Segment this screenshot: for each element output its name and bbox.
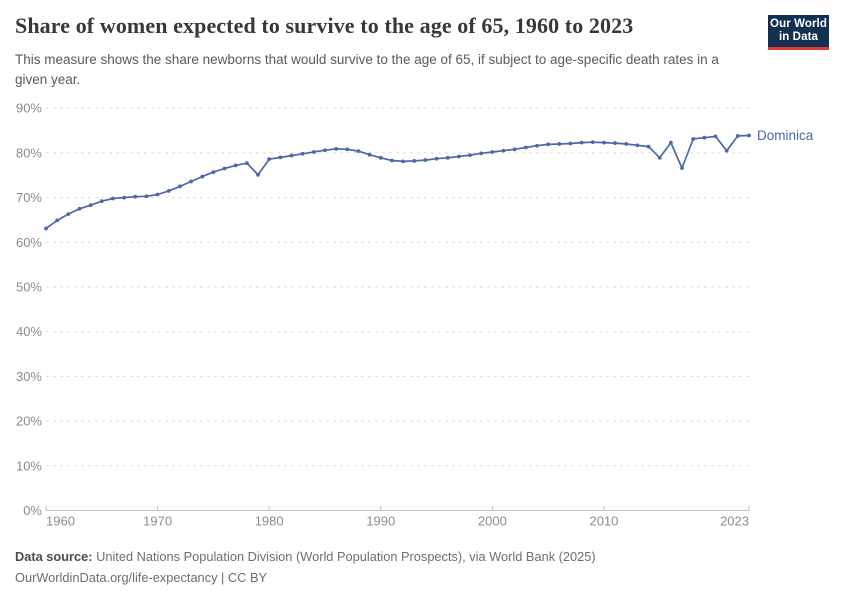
data-point[interactable]: [267, 157, 272, 162]
y-tick-label: 40%: [16, 324, 42, 339]
data-point[interactable]: [278, 155, 283, 160]
x-tick-label: 1960: [46, 514, 75, 529]
data-point[interactable]: [501, 148, 506, 153]
data-point[interactable]: [244, 161, 249, 166]
data-point[interactable]: [334, 146, 339, 151]
data-point[interactable]: [44, 226, 48, 231]
data-point[interactable]: [256, 172, 260, 177]
data-point[interactable]: [624, 142, 629, 146]
data-point[interactable]: [166, 188, 171, 193]
data-point[interactable]: [222, 166, 227, 171]
data-point[interactable]: [423, 158, 428, 162]
data-point[interactable]: [568, 141, 573, 146]
data-point[interactable]: [468, 153, 472, 158]
y-tick-label: 0%: [23, 503, 42, 518]
data-point[interactable]: [155, 192, 160, 197]
data-point[interactable]: [747, 133, 751, 138]
data-point[interactable]: [111, 196, 115, 201]
data-point[interactable]: [735, 134, 740, 138]
data-point[interactable]: [668, 140, 673, 145]
data-point[interactable]: [122, 195, 127, 200]
data-point[interactable]: [657, 155, 662, 160]
data-point[interactable]: [523, 145, 528, 150]
data-point[interactable]: [200, 174, 205, 179]
data-point[interactable]: [546, 142, 551, 147]
x-tick-label: 1980: [255, 514, 284, 529]
license-text: CC BY: [227, 570, 268, 585]
y-tick-label: 20%: [16, 414, 42, 429]
data-point[interactable]: [724, 148, 729, 153]
data-point[interactable]: [133, 194, 138, 199]
data-point[interactable]: [211, 170, 216, 175]
data-point[interactable]: [557, 142, 562, 146]
data-point[interactable]: [77, 206, 82, 211]
footer-link[interactable]: OurWorldinData.org/life-expectancy: [15, 570, 218, 585]
y-tick-label: 10%: [16, 458, 42, 473]
data-point[interactable]: [635, 143, 640, 148]
data-point[interactable]: [412, 159, 417, 163]
data-point[interactable]: [55, 218, 60, 223]
data-source-line: Data source: United Nations Population D…: [15, 546, 835, 567]
footer: Data source: United Nations Population D…: [15, 546, 835, 588]
data-point[interactable]: [356, 149, 361, 154]
data-point[interactable]: [434, 156, 439, 161]
data-point[interactable]: [479, 151, 484, 156]
page-subtitle: This measure shows the share newborns th…: [15, 52, 719, 87]
data-point[interactable]: [646, 144, 651, 149]
data-point[interactable]: [233, 163, 238, 168]
data-source-text: United Nations Population Division (Worl…: [92, 549, 596, 564]
data-point[interactable]: [512, 147, 517, 152]
data-point[interactable]: [289, 153, 294, 158]
data-point[interactable]: [613, 141, 617, 145]
data-point[interactable]: [680, 166, 684, 170]
x-tick-label: 2000: [478, 514, 507, 529]
data-point[interactable]: [99, 199, 104, 204]
data-point[interactable]: [590, 140, 595, 145]
y-tick-label: 70%: [16, 190, 42, 205]
data-point[interactable]: [691, 137, 696, 141]
x-tick-label: 2023: [720, 514, 749, 529]
data-point[interactable]: [602, 140, 606, 145]
x-tick-label: 1970: [143, 514, 172, 529]
data-source-label: Data source:: [15, 549, 93, 564]
x-tick-label: 2010: [589, 514, 618, 529]
data-point[interactable]: [367, 152, 372, 157]
y-tick-label: 30%: [16, 369, 42, 384]
data-point[interactable]: [311, 150, 316, 154]
data-point[interactable]: [713, 134, 718, 139]
data-point[interactable]: [378, 155, 383, 160]
data-point[interactable]: [66, 212, 71, 217]
data-point[interactable]: [445, 155, 450, 160]
data-point[interactable]: [535, 143, 539, 148]
logo-line-2: in Data: [778, 31, 819, 43]
footer-license-line: OurWorldinData.org/life-expectancy | CC …: [15, 567, 835, 588]
data-series-line: [45, 134, 750, 230]
y-tick-label: 90%: [16, 101, 42, 116]
data-point[interactable]: [401, 159, 405, 164]
logo-line-1: Our World: [770, 17, 827, 30]
data-point[interactable]: [144, 194, 149, 199]
data-point[interactable]: [189, 179, 193, 184]
x-tick-label: 1990: [366, 514, 395, 529]
data-point[interactable]: [178, 184, 182, 189]
data-point[interactable]: [300, 151, 305, 156]
page-title: Share of women expected to survive to th…: [15, 13, 634, 38]
footer-separator: |: [217, 570, 228, 585]
data-point[interactable]: [579, 140, 584, 145]
series-label-dominica[interactable]: Dominica: [757, 128, 814, 143]
data-point[interactable]: [456, 154, 461, 159]
data-point[interactable]: [490, 150, 495, 154]
y-tick-label: 80%: [16, 145, 42, 160]
y-tick-label: 50%: [16, 280, 42, 295]
data-point[interactable]: [323, 148, 327, 153]
data-point[interactable]: [702, 135, 707, 140]
data-point[interactable]: [345, 147, 350, 152]
owid-logo[interactable]: Our World in Data: [768, 15, 829, 50]
data-point[interactable]: [88, 203, 93, 208]
y-tick-label: 60%: [16, 235, 42, 250]
data-point[interactable]: [390, 158, 394, 163]
